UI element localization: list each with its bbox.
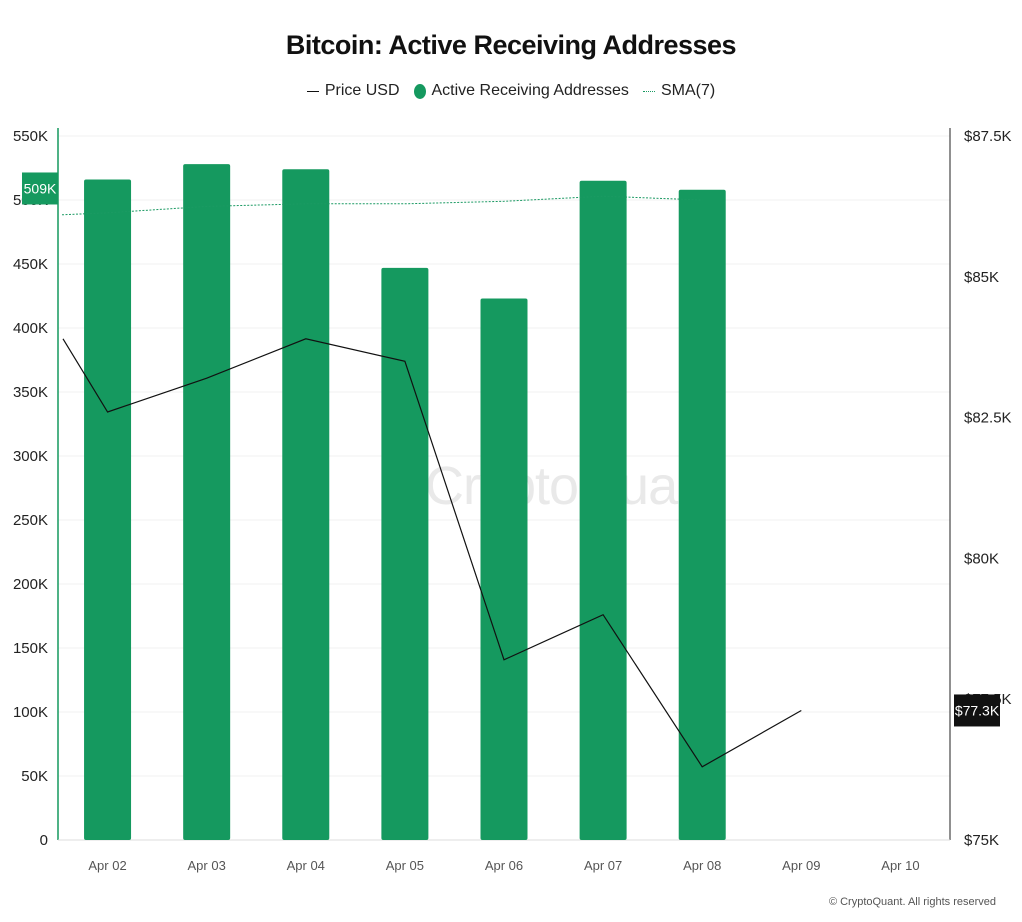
x-tick-label: Apr 02 xyxy=(88,858,126,873)
right-tick-label: $85K xyxy=(964,269,999,286)
bar xyxy=(480,298,528,840)
legend-item-addresses[interactable]: Active Receiving Addresses xyxy=(413,82,629,100)
bar xyxy=(678,189,726,840)
left-tick-label: 350K xyxy=(13,384,48,401)
bar xyxy=(381,267,429,841)
bar xyxy=(183,164,231,840)
x-tick-label: Apr 07 xyxy=(584,858,622,873)
right-tick-label: $75K xyxy=(964,832,999,849)
left-tick-label: 250K xyxy=(13,512,48,529)
left-tick-label: 150K xyxy=(13,640,48,657)
legend-item-sma[interactable]: SMA(7) xyxy=(642,82,716,100)
left-tick-label: 300K xyxy=(13,448,48,465)
left-value-badge-label: 509K xyxy=(24,180,57,196)
left-value-badge xyxy=(22,172,58,205)
chart-legend: Price USD Active Receiving Addresses SMA… xyxy=(0,82,1022,100)
right-value-badge xyxy=(954,694,1000,727)
x-tick-label: Apr 09 xyxy=(782,858,820,873)
left-tick-label: 550K xyxy=(13,128,48,145)
x-tick-label: Apr 03 xyxy=(188,858,226,873)
x-tick-label: Apr 05 xyxy=(386,858,424,873)
right-tick-label: $87.5K xyxy=(964,128,1012,145)
sma-line xyxy=(61,195,703,216)
left-tick-label: 100K xyxy=(13,704,48,721)
legend-dotted-line-icon xyxy=(642,90,655,92)
legend-label-addresses: Active Receiving Addresses xyxy=(431,82,629,99)
left-tick-label: 200K xyxy=(13,576,48,593)
x-tick-label: Apr 04 xyxy=(287,858,325,873)
bar xyxy=(84,179,132,840)
watermark: CryptoQuant xyxy=(425,456,721,516)
left-tick-label: 0 xyxy=(40,832,48,849)
legend-dot-icon xyxy=(413,83,426,99)
left-tick-label: 450K xyxy=(13,256,48,273)
legend-line-icon xyxy=(306,90,319,92)
bar xyxy=(282,169,330,840)
x-tick-label: Apr 08 xyxy=(683,858,721,873)
legend-label-price: Price USD xyxy=(324,82,400,99)
price-line xyxy=(62,338,802,768)
legend-label-sma: SMA(7) xyxy=(660,82,716,99)
right-value-badge-label: $77.3K xyxy=(955,702,1000,718)
copyright-footer: © CryptoQuant. All rights reserved xyxy=(828,896,996,908)
left-tick-label: 400K xyxy=(13,320,48,337)
left-tick-label: 50K xyxy=(21,768,48,785)
bar xyxy=(579,180,627,841)
x-tick-label: Apr 10 xyxy=(881,858,919,873)
x-tick-label: Apr 06 xyxy=(485,858,523,873)
right-tick-label: $80K xyxy=(964,550,999,567)
chart-title: Bitcoin: Active Receiving Addresses xyxy=(285,30,737,60)
legend-item-price[interactable]: Price USD xyxy=(306,82,400,100)
right-tick-label: $82.5K xyxy=(964,410,1012,427)
